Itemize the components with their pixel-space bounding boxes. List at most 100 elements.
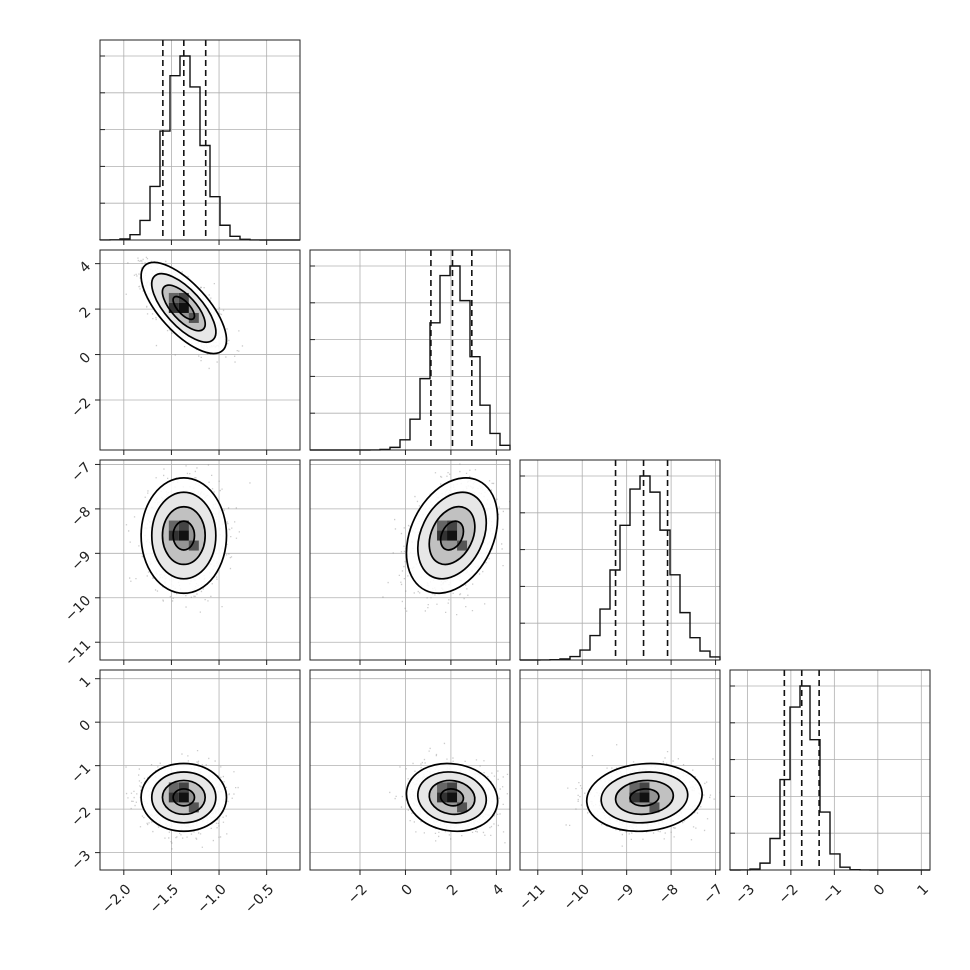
- contour-level-2: [428, 779, 476, 816]
- density-core-cell: [437, 782, 448, 793]
- density-panel-0-3: [99, 669, 301, 871]
- x-tick-label: −2: [345, 881, 371, 907]
- y-tick-label: −7: [68, 459, 94, 485]
- histogram-panel-0: [99, 39, 301, 241]
- y-tick-label: 1: [77, 674, 95, 692]
- y-tick-label: −11: [62, 637, 94, 669]
- histogram-frame-1: [309, 249, 511, 451]
- x-tick-label: −3: [732, 881, 758, 907]
- y-tick-label: −2: [68, 804, 94, 830]
- density-panel-2-3: [519, 669, 721, 871]
- histogram-step-3: [729, 685, 930, 871]
- histogram-frame-2: [519, 459, 721, 661]
- density-frame-0-2: [99, 459, 301, 661]
- contour-level-3: [172, 295, 196, 321]
- contour-level-2: [161, 779, 207, 816]
- y-tick-label: −1: [68, 761, 94, 787]
- contour-level-3: [439, 788, 465, 807]
- density-panel-0-2: [99, 459, 301, 661]
- x-tick-label: −9: [612, 881, 638, 907]
- density-frame-1-3: [309, 669, 511, 871]
- x-tick-label: 4: [489, 881, 507, 899]
- density-core-cell: [168, 302, 179, 313]
- density-core-cell: [447, 530, 458, 541]
- density-frame-0-3: [99, 669, 301, 871]
- density-core-cell: [188, 802, 199, 813]
- histogram-step-0: [99, 55, 300, 241]
- density-core-cell: [437, 530, 448, 541]
- y-tick-label: −9: [68, 548, 94, 574]
- x-tick-label: −1.0: [194, 881, 229, 916]
- density-core-cell: [649, 802, 660, 813]
- y-tick-label: −3: [68, 848, 94, 874]
- x-tick-label: −1.5: [147, 881, 182, 916]
- y-tick-label: 4: [77, 259, 95, 277]
- histogram-frame-3: [729, 669, 931, 871]
- contour-level-1: [417, 491, 488, 580]
- contour-level-1: [150, 491, 217, 580]
- contour-level-0: [140, 762, 228, 833]
- x-tick-label: −11: [516, 881, 548, 913]
- histogram-frame-0: [99, 39, 301, 241]
- density-core-cell: [178, 792, 189, 803]
- density-core-cell: [178, 302, 189, 313]
- density-core-cell: [629, 782, 640, 793]
- density-core-cell: [437, 792, 448, 803]
- density-core-cell: [447, 782, 458, 793]
- histogram-panel-3: [729, 669, 931, 871]
- contour-level-2: [428, 505, 476, 566]
- histogram-panel-1: [309, 249, 511, 451]
- density-panel-0-1: [99, 249, 301, 451]
- contour-level-0: [140, 477, 228, 595]
- x-tick-label: 0: [399, 881, 417, 899]
- contour-level-3: [172, 788, 196, 807]
- density-core-cell: [178, 292, 189, 303]
- x-tick-label: −7: [700, 881, 726, 907]
- density-frame-1-2: [309, 459, 511, 661]
- density-core-cell: [457, 540, 468, 551]
- x-tick-label: −2: [776, 881, 802, 907]
- density-core-cell: [178, 530, 189, 541]
- y-tick-label: 0: [77, 717, 95, 735]
- density-core-cell: [639, 782, 650, 793]
- contour-level-0: [405, 762, 499, 833]
- x-tick-label: −1: [819, 881, 845, 907]
- y-tick-label: 0: [77, 350, 95, 368]
- histogram-step-1: [310, 265, 511, 451]
- density-frame-0-1: [99, 249, 301, 451]
- contour-level-2: [161, 284, 207, 332]
- density-core-cell: [629, 792, 640, 803]
- density-core-cell: [437, 520, 448, 531]
- x-tick-label: −8: [656, 881, 682, 907]
- contour-level-0: [405, 477, 499, 595]
- density-core-cell: [457, 802, 468, 813]
- contour-level-1: [600, 771, 689, 824]
- x-tick-label: −2.0: [99, 881, 134, 916]
- density-core-cell: [178, 520, 189, 531]
- contour-level-1: [416, 771, 488, 824]
- density-core-cell: [168, 782, 179, 793]
- contour-level-0: [585, 762, 703, 833]
- x-tick-label: 2: [444, 881, 462, 899]
- x-tick-label: −0.5: [242, 881, 277, 916]
- density-frame-2-3: [519, 669, 721, 871]
- density-core-cell: [447, 792, 458, 803]
- contour-level-3: [629, 788, 660, 807]
- density-core-cell: [639, 792, 650, 803]
- y-tick-label: −10: [62, 593, 94, 625]
- density-panel-1-3: [309, 669, 511, 871]
- contour-level-1: [150, 771, 217, 824]
- density-core-cell: [168, 520, 179, 531]
- contour-level-0: [140, 261, 228, 355]
- contour-level-3: [172, 520, 196, 551]
- histogram-step-2: [519, 475, 721, 661]
- y-tick-label: −8: [68, 504, 94, 530]
- density-core-cell: [178, 782, 189, 793]
- y-tick-label: −2: [68, 395, 94, 421]
- x-tick-label: −10: [561, 881, 593, 913]
- density-core-cell: [447, 520, 458, 531]
- contour-level-1: [150, 272, 217, 343]
- contour-level-2: [161, 505, 207, 566]
- y-tick-label: 2: [77, 304, 95, 322]
